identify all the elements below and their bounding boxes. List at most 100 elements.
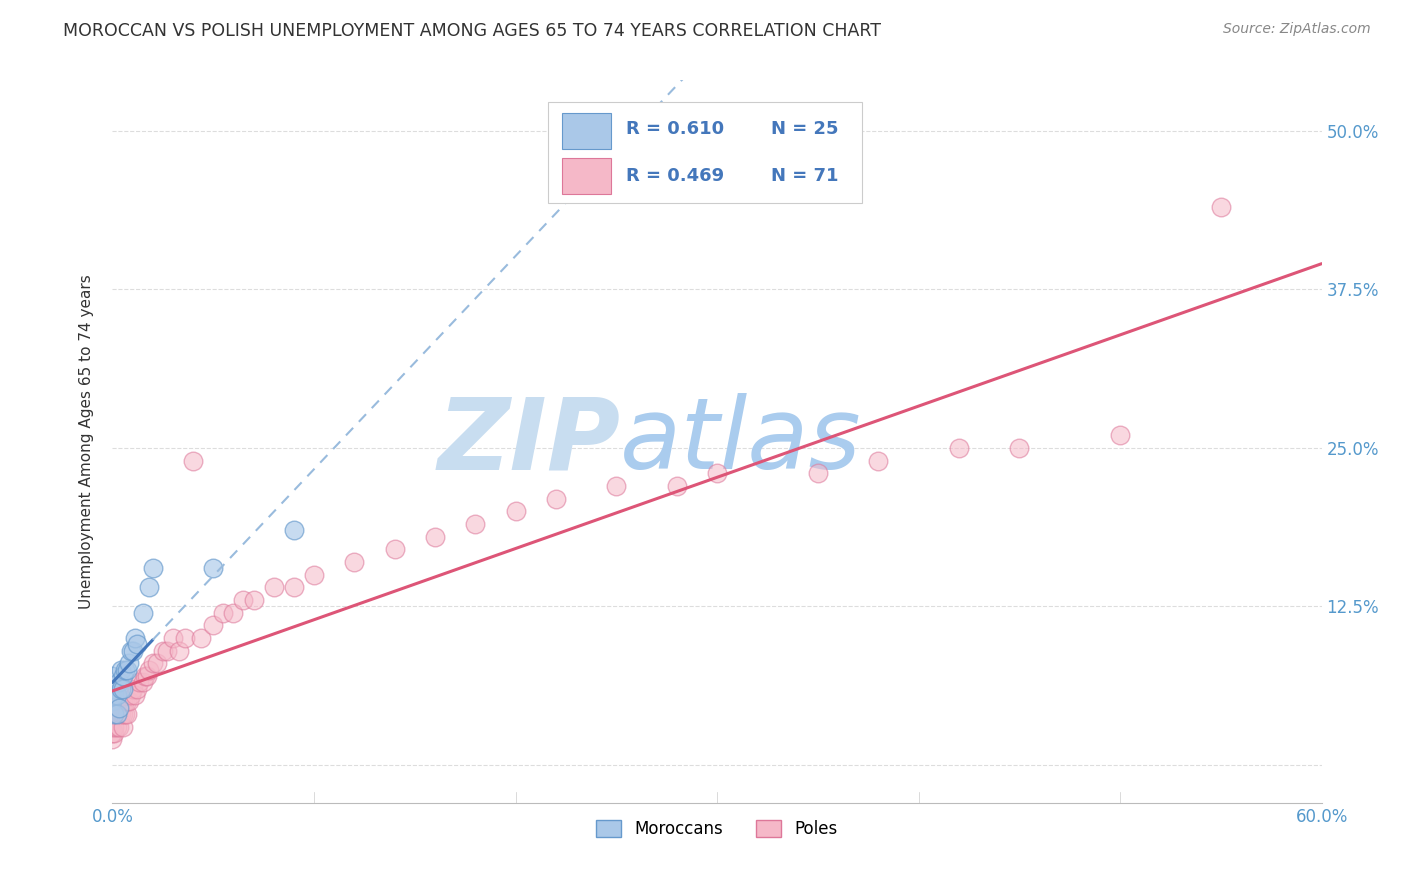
Point (105, 707, 128, 722)
Point (665, 479, 688, 493)
Point (146, 657, 169, 671)
Point (107, 694, 129, 708)
Point (107, 700, 129, 714)
Point (132, 675, 155, 690)
Point (121, 643, 143, 657)
Point (162, 631, 184, 645)
Point (105, 707, 128, 722)
Point (142, 657, 165, 671)
Point (111, 707, 134, 722)
Point (114, 707, 136, 722)
Point (181, 453, 204, 467)
Point (464, 516, 486, 531)
Point (111, 694, 134, 708)
Point (107, 720, 129, 734)
Text: Source: ZipAtlas.com: Source: ZipAtlas.com (1223, 22, 1371, 37)
Point (212, 606, 235, 620)
Point (174, 631, 197, 645)
Point (125, 637, 148, 651)
Point (544, 491, 567, 506)
Point (110, 663, 132, 677)
Point (242, 593, 264, 607)
Point (111, 720, 134, 734)
Point (1008, 441, 1031, 455)
Point (115, 707, 138, 722)
Point (128, 675, 150, 690)
Point (948, 441, 970, 455)
Text: N = 71: N = 71 (772, 168, 839, 186)
Point (117, 694, 139, 708)
Point (101, 681, 124, 696)
Point (103, 720, 125, 734)
Point (110, 694, 132, 708)
Point (283, 523, 305, 537)
Point (115, 694, 138, 708)
Point (110, 681, 132, 696)
Point (117, 657, 139, 671)
Point (868, 453, 890, 467)
Y-axis label: Unemployment Among Ages 65 to 74 years: Unemployment Among Ages 65 to 74 years (79, 274, 94, 609)
Point (807, 467, 830, 481)
Text: R = 0.469: R = 0.469 (626, 168, 724, 186)
Point (283, 580, 305, 594)
Point (138, 580, 160, 594)
Point (120, 688, 142, 702)
Point (138, 663, 160, 677)
Point (111, 669, 134, 683)
Text: N = 25: N = 25 (772, 120, 839, 138)
Point (202, 561, 225, 575)
FancyBboxPatch shape (562, 158, 610, 194)
Point (101, 714, 124, 728)
Point (132, 606, 155, 620)
Point (101, 688, 124, 702)
Point (101, 707, 124, 722)
Point (124, 631, 146, 645)
Point (384, 542, 406, 557)
Point (111, 681, 134, 696)
Point (505, 504, 527, 518)
Point (1109, 428, 1132, 442)
Point (101, 720, 124, 734)
Point (101, 700, 124, 714)
Point (423, 530, 446, 544)
Point (107, 675, 129, 690)
Point (105, 694, 128, 708)
Text: atlas: atlas (620, 393, 862, 490)
Point (101, 732, 124, 747)
FancyBboxPatch shape (548, 102, 862, 203)
Point (190, 631, 212, 645)
Point (103, 707, 125, 722)
Point (101, 694, 124, 708)
Legend: Moroccans, Poles: Moroccans, Poles (589, 814, 845, 845)
Point (167, 643, 190, 657)
Point (101, 707, 124, 722)
Point (103, 726, 125, 740)
Point (101, 726, 124, 740)
Point (101, 669, 124, 683)
Point (107, 707, 129, 722)
Point (124, 688, 146, 702)
Point (115, 663, 138, 677)
Point (156, 643, 179, 657)
Point (135, 669, 157, 683)
Point (222, 606, 245, 620)
Point (142, 561, 165, 575)
Point (202, 618, 225, 632)
Point (105, 688, 128, 702)
Point (114, 694, 136, 708)
Point (134, 669, 156, 683)
Point (114, 663, 136, 677)
Point (105, 720, 128, 734)
Point (343, 555, 366, 569)
Text: R = 0.610: R = 0.610 (626, 120, 724, 138)
Point (706, 467, 728, 481)
Point (120, 643, 142, 657)
Point (125, 681, 148, 696)
Point (101, 694, 124, 708)
Point (302, 567, 325, 582)
Text: MOROCCAN VS POLISH UNEMPLOYMENT AMONG AGES 65 TO 74 YEARS CORRELATION CHART: MOROCCAN VS POLISH UNEMPLOYMENT AMONG AG… (63, 22, 882, 40)
Point (263, 580, 285, 594)
Point (101, 694, 124, 708)
Point (103, 707, 125, 722)
Text: ZIP: ZIP (437, 393, 620, 490)
